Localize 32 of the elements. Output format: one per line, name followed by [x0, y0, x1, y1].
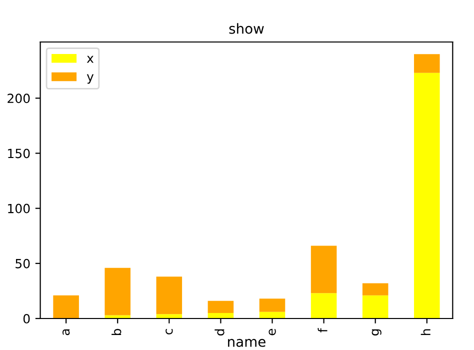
bar: [208, 300, 234, 313]
x-axis-title: name: [228, 338, 266, 347]
x-tick-label: e: [268, 328, 276, 336]
bar: [362, 295, 388, 318]
bar: [104, 315, 130, 318]
x-tick-label: h: [420, 329, 430, 336]
x-tick-label: f: [318, 328, 328, 332]
x-tick-label: a: [62, 329, 70, 336]
x-tick-label: c: [166, 329, 173, 334]
x-tick-label: b: [112, 328, 122, 336]
bar: [310, 246, 337, 294]
y-tick-label: 50: [16, 258, 30, 268]
y-tick-label: 150: [8, 148, 30, 158]
bar: [362, 283, 388, 296]
x-tick-label: d: [214, 329, 224, 336]
bar: [414, 72, 440, 318]
legend-label: y: [86, 74, 94, 84]
bar: [156, 314, 182, 318]
bar: [414, 54, 440, 73]
bar: [259, 298, 286, 312]
bar: [156, 276, 182, 314]
x-tick-label: g: [372, 329, 382, 336]
y-tick-label: 0: [23, 314, 30, 324]
bar: [310, 293, 337, 318]
chart-title: show: [229, 23, 264, 34]
legend-label: x: [86, 56, 94, 63]
bar: [104, 268, 130, 316]
bar: [259, 312, 286, 318]
bar: [208, 312, 234, 318]
bar: [53, 295, 79, 318]
y-tick-label: 100: [8, 204, 30, 214]
y-tick-label: 200: [8, 94, 30, 104]
